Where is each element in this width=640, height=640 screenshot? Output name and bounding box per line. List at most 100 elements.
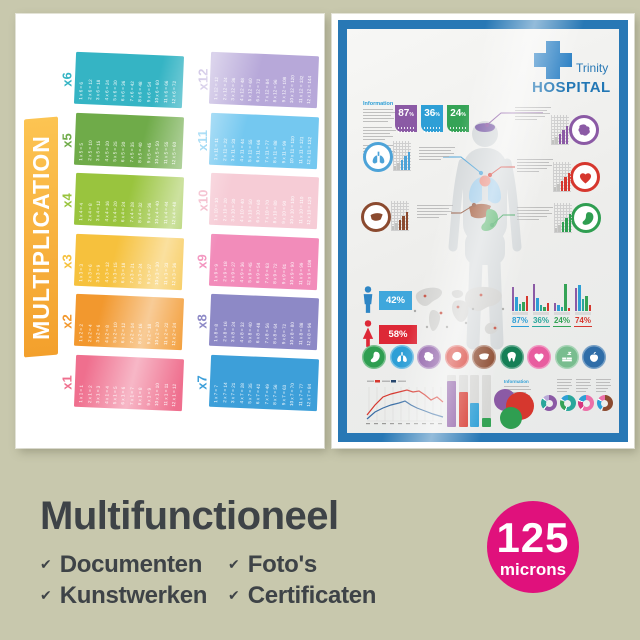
table-fact: 6 x 2 = 12 [120, 322, 127, 344]
stat-caption-line [512, 312, 528, 315]
stat-bar [536, 298, 539, 311]
table-fact: 9 x 8 = 72 [281, 323, 287, 345]
caption-column [576, 377, 592, 394]
table-label: x4 [60, 175, 75, 227]
lungs-circle [389, 345, 414, 369]
text-line [557, 379, 572, 380]
text-line [517, 162, 549, 163]
table-fact: 4 x 8 = 32 [238, 322, 245, 343]
mini-bar [555, 137, 558, 144]
table-label-text: x5 [60, 133, 75, 148]
text-line [419, 156, 449, 157]
table-fact: 2 x 5 = 10 [86, 139, 93, 161]
mini-bar [392, 226, 395, 230]
table-fact: 11 x 5 = 55 [162, 140, 169, 164]
table-fact: 1 x 10 = 10 [213, 197, 220, 221]
heart-icon [579, 172, 591, 183]
table-label-text: x1 [60, 375, 75, 390]
table-label: x3 [60, 236, 75, 288]
table-label: x8 [195, 296, 210, 348]
table-label: x12 [195, 54, 210, 106]
times-table-x10: x10 1 x 10 = 10 2 x 10 = 20 3 x 10 = 30 4 x … [195, 172, 320, 229]
region-stat-value: 87% [511, 316, 529, 327]
table-fact: 3 x 7 = 21 [230, 382, 236, 403]
table-fact: 6 x 11 = 66 [255, 139, 262, 162]
mini-bar [562, 130, 565, 144]
stat-bar [581, 299, 585, 311]
stomach-icon [370, 351, 380, 363]
text-line [595, 382, 610, 383]
table-fact: 2 x 4 = 8 [86, 203, 93, 221]
table-fact: 8 x 5 = 40 [137, 142, 144, 163]
table-fact: 1 x 8 = 8 [213, 323, 219, 342]
times-table-x11: x11 1 x 11 = 11 2 x 11 = 22 3 x 11 = 33 4 x … [195, 112, 320, 169]
table-fact: 7 x 11 = 77 [264, 139, 270, 163]
table-fact: 7 x 8 = 56 [264, 323, 270, 344]
text-line [595, 385, 611, 386]
table-fact: 1 x 6 = 6 [78, 81, 84, 100]
text-line [515, 107, 551, 108]
hospital-poster: Trinity HOSPITAL Information 87% 36% 24% [332, 14, 634, 448]
table-label-text: x4 [60, 193, 75, 208]
donut-charts [541, 395, 613, 411]
text-line [419, 153, 454, 154]
mini-bar [395, 223, 398, 230]
liver-circle [472, 345, 496, 369]
stat-bar [560, 307, 564, 311]
mini-bar [407, 152, 411, 170]
hospital-poster-content: Trinity HOSPITAL Information 87% 36% 24% [347, 29, 619, 433]
table-fact: 2 x 10 = 20 [221, 197, 228, 221]
table-fact: 8 x 2 = 16 [137, 323, 144, 345]
caption-column [595, 377, 611, 394]
text-line [417, 211, 452, 212]
table-fact: 1 x 5 = 5 [78, 142, 84, 161]
text-line [557, 388, 569, 389]
kidney-icon [451, 351, 461, 361]
table-fact: 4 x 12 = 48 [238, 77, 245, 101]
table-label: x10 [195, 175, 210, 227]
table-fact: 11 x 3 = 33 [162, 261, 169, 285]
table-fact: 2 x 6 = 12 [86, 79, 93, 100]
mini-bar [565, 218, 568, 232]
table-fact: 8 x 3 = 24 [137, 263, 144, 284]
column-bar [470, 403, 479, 427]
table-label-text: x3 [60, 254, 75, 269]
brain-circle [417, 345, 441, 369]
table-fact: 11 x 11 = 121 [297, 136, 305, 164]
gender-stats: 42% 58% [361, 286, 417, 354]
stat-bar [557, 305, 560, 311]
table-fact: 5 x 9 = 45 [247, 262, 253, 283]
table-fact: 8 x 1 = 8 [137, 386, 144, 405]
times-table-x12: x12 1 x 12 = 12 2 x 12 = 24 3 x 12 = 36 4 x … [195, 51, 320, 108]
venn-circle [500, 407, 522, 429]
table-fact: 6 x 6 = 36 [120, 80, 127, 102]
table-fact: 9 x 11 = 99 [281, 140, 287, 163]
table-fact: 11 x 8 = 88 [297, 322, 304, 346]
table-fact: 4 x 9 = 36 [238, 261, 245, 283]
table-fact: 8 x 4 = 32 [137, 202, 144, 224]
text-line [419, 150, 451, 151]
table-fact: 5 x 1 = 5 [112, 385, 118, 404]
feature-item: ✔ Kunstwerken [40, 580, 218, 611]
table-fact: 4 x 1 = 4 [103, 385, 110, 404]
table-label-text: x9 [195, 254, 210, 269]
caption-columns [557, 377, 611, 394]
table-fact: 9 x 4 = 36 [146, 202, 152, 224]
text-line [595, 391, 606, 392]
text-line [595, 388, 608, 389]
brain-callout-circle [569, 115, 599, 145]
table-fact: 1 x 12 = 12 [213, 76, 220, 100]
table-fact: 3 x 6 = 18 [95, 79, 101, 101]
table-fact: 3 x 10 = 30 [230, 198, 237, 222]
world-map [413, 286, 505, 334]
table-fact: 10 x 12 = 120 [289, 74, 296, 103]
table-fact: 2 x 3 = 6 [86, 263, 93, 282]
stomach-mini-chart [554, 203, 572, 233]
table-fact: 10 x 11 = 110 [289, 135, 296, 164]
column-track [470, 375, 479, 427]
table-fact: 8 x 12 = 96 [272, 79, 279, 103]
liver-callout-circle [361, 202, 391, 232]
